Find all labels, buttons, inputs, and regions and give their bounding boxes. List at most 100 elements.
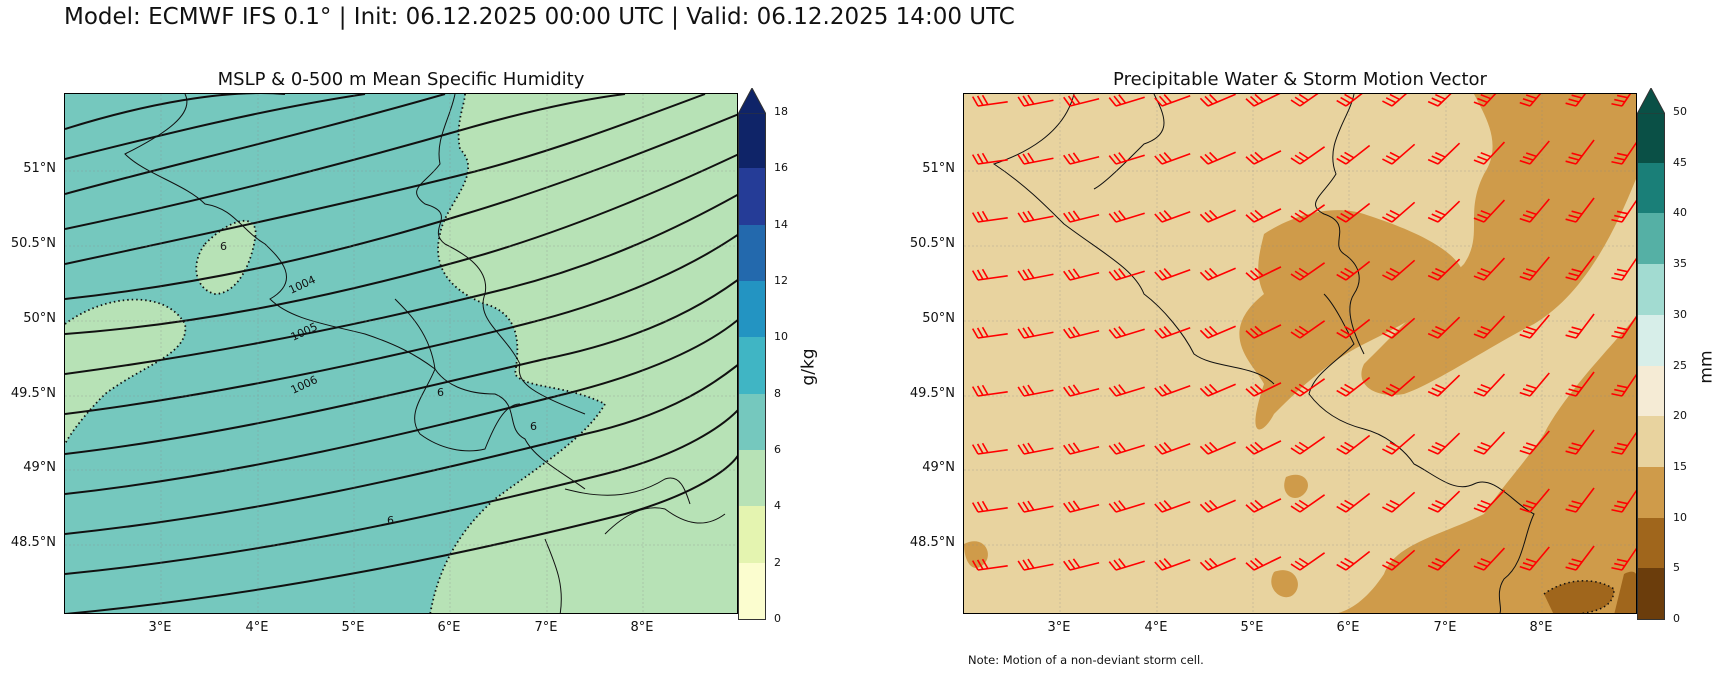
wind-barb (1290, 378, 1326, 397)
wind-barb (1336, 376, 1371, 397)
storm-motion-barbs (971, 94, 1636, 571)
graticule (964, 94, 1636, 613)
wind-barb (1154, 268, 1191, 281)
wind-barb (1199, 383, 1236, 397)
wind-barb (1565, 139, 1595, 165)
wind-barb (1199, 209, 1236, 223)
figure-title: Model: ECMWF IFS 0.1° | Init: 06.12.2025… (64, 4, 1015, 30)
wind-barb (971, 384, 1008, 397)
wind-barb (971, 558, 1008, 571)
lon-label: 6°E (1336, 620, 1360, 635)
wind-barb (1154, 152, 1191, 165)
wind-barb (1519, 94, 1550, 107)
lon-label: 4°E (245, 620, 269, 635)
colorbar-tick-label: 40 (1673, 206, 1687, 220)
wind-barb (1290, 204, 1326, 223)
wind-barb (1108, 152, 1145, 165)
colorbar-segment (739, 562, 765, 619)
wind-barb (1245, 208, 1282, 223)
wind-barb (1108, 326, 1145, 339)
wind-barb (1611, 138, 1636, 165)
pw-10-contour (1543, 580, 1615, 613)
wind-barb (971, 268, 1008, 281)
wind-barb (1473, 94, 1506, 107)
wind-barb (1154, 210, 1191, 223)
wind-barb (1108, 558, 1145, 571)
wind-barb (1154, 558, 1191, 571)
colorbar-unit: mm (1696, 350, 1716, 384)
colorbar-extend-arrow (1637, 88, 1665, 114)
wind-barb (1427, 258, 1461, 281)
colorbar-tick-label: 10 (774, 330, 788, 344)
wind-barb (1382, 433, 1416, 455)
wind-barb (1063, 558, 1100, 571)
colorbar-tick-label: 15 (1673, 459, 1687, 473)
humidity-mslp-map[interactable]: 1004 1005 1006 6 6 6 6 (64, 93, 738, 614)
colorbar-tick-label: 30 (1673, 307, 1687, 321)
colorbar-extend-arrow (738, 88, 766, 114)
humidity-label: 6 (530, 420, 537, 433)
wind-barb (1245, 150, 1282, 165)
colorbar-tick-label: 25 (1673, 358, 1687, 372)
wind-barb (1017, 326, 1054, 339)
wind-barb (1017, 268, 1054, 281)
wind-barb (1108, 94, 1145, 107)
colorbar-tick-label: 16 (774, 161, 788, 175)
wind-barb (1565, 255, 1595, 281)
wind-barb (1519, 430, 1550, 455)
wind-barb (1336, 318, 1371, 339)
colorbar-tick-label: 2 (774, 555, 781, 569)
dry-region-patch (196, 220, 256, 294)
footnote: Note: Motion of a non-deviant storm cell… (968, 653, 1204, 667)
wind-barb (1063, 442, 1100, 455)
wind-barb (1154, 326, 1191, 339)
wind-barb (1519, 314, 1550, 339)
lat-label: 48.5°N (10, 535, 56, 550)
precipitable-water-map-canvas (964, 94, 1636, 613)
colorbar-tick-label: 18 (774, 105, 788, 118)
colorbar-segment (1638, 111, 1664, 163)
wind-barb (1427, 374, 1461, 397)
wind-barb (1382, 94, 1416, 107)
colorbar-segment (739, 449, 765, 507)
wind-barb (1565, 313, 1595, 339)
wind-barb (1519, 198, 1550, 223)
wind-barb (1290, 494, 1326, 513)
wind-barb (1108, 442, 1145, 455)
pw-colorbar (1637, 111, 1665, 620)
wind-barb (1290, 94, 1326, 107)
colorbar-segment (1638, 415, 1664, 467)
wind-barb (1611, 486, 1636, 513)
wind-barb (1199, 94, 1236, 107)
wind-barb (971, 94, 1008, 107)
wind-barb (1063, 210, 1100, 223)
wind-barb (1199, 267, 1236, 281)
wind-barb (1473, 431, 1506, 455)
precipitable-water-map[interactable] (963, 93, 1637, 614)
lon-label: 4°E (1144, 620, 1168, 635)
colorbar-segment (739, 224, 765, 281)
wind-barb (1611, 544, 1636, 571)
colorbar-segment (739, 111, 765, 169)
wind-barb (971, 500, 1008, 513)
lat-label: 50.5°N (10, 236, 56, 251)
wind-barb (1382, 259, 1416, 281)
lon-label: 5°E (341, 620, 365, 635)
colorbar-tick-label: 45 (1673, 155, 1687, 169)
wind-barb (1382, 549, 1416, 571)
wind-barb (1565, 487, 1595, 513)
wind-barb (1473, 199, 1506, 223)
wind-barb (1427, 548, 1461, 571)
wind-barb (1108, 210, 1145, 223)
lon-label: 7°E (534, 620, 558, 635)
dry-region-west (65, 299, 186, 444)
humidity-label: 6 (437, 386, 444, 399)
wind-barb (1063, 268, 1100, 281)
wind-barb (1154, 500, 1191, 513)
colorbar-tick-label: 0 (774, 612, 781, 625)
wind-barb (1611, 94, 1636, 107)
graticule (65, 94, 737, 613)
wind-barb (1565, 429, 1595, 455)
wind-barb (1154, 94, 1191, 107)
wind-barb (1199, 325, 1236, 339)
